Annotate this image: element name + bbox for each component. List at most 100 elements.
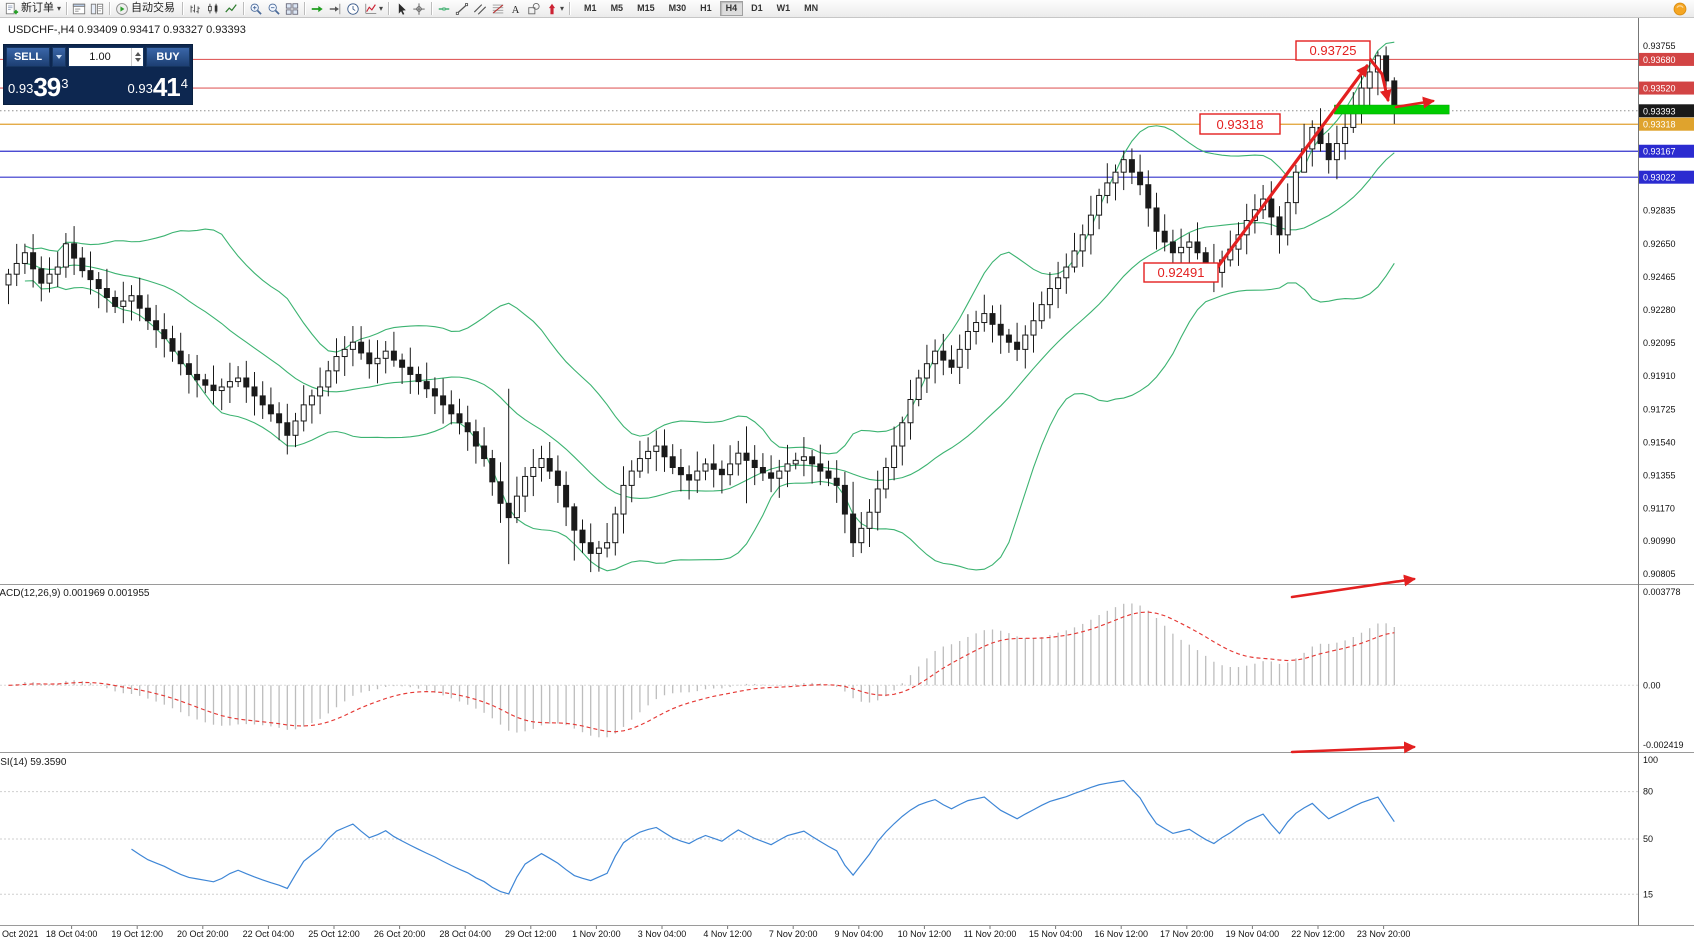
timeframe-mn-button[interactable]: MN (804, 3, 819, 13)
svg-text:100: 100 (1643, 755, 1658, 765)
crosshair-button[interactable] (410, 1, 428, 16)
svg-text:-0.002419: -0.002419 (1643, 740, 1684, 750)
toolbar-separator (569, 2, 571, 15)
toolbar-separator (109, 2, 111, 15)
svg-text:19 Nov 04:00: 19 Nov 04:00 (1226, 929, 1280, 939)
svg-text:23 Nov 20:00: 23 Nov 20:00 (1357, 929, 1411, 939)
autotrading-button[interactable]: 自动交易 (113, 1, 179, 16)
buy-price-pips: 41 (152, 72, 181, 102)
svg-text:0.93167: 0.93167 (1643, 147, 1676, 157)
svg-text:0.92650: 0.92650 (1643, 239, 1676, 249)
rsi-arrow[interactable] (1290, 741, 1416, 754)
volume-input[interactable]: 1.00 (68, 47, 144, 67)
toolbar-separator (304, 2, 306, 15)
fibonacci-icon (491, 2, 505, 16)
order-type-dropdown[interactable] (52, 47, 66, 67)
continuation-arrow[interactable] (1394, 96, 1435, 109)
chevron-down-icon[interactable]: ▾ (57, 4, 62, 13)
macd-arrow[interactable] (1290, 574, 1416, 599)
svg-text:0.93680: 0.93680 (1643, 55, 1676, 65)
navigator-button[interactable] (88, 1, 106, 16)
svg-text:0.93393: 0.93393 (1643, 106, 1676, 116)
line-chart-button[interactable] (222, 1, 240, 16)
svg-text:20 Oct 20:00: 20 Oct 20:00 (177, 929, 229, 939)
bar-chart-button[interactable] (186, 1, 204, 16)
autotrading-icon (115, 2, 129, 16)
svg-text:17 Nov 20:00: 17 Nov 20:00 (1160, 929, 1214, 939)
buy-button[interactable]: BUY (146, 47, 190, 67)
peak-price-label[interactable] (1295, 40, 1371, 61)
time-axis: Oct 2021 18 Oct 04:00 19 Oct 12:00 20 Oct 2… (2, 926, 1410, 939)
buy-price-point: 4 (180, 76, 188, 91)
svg-text:10 Nov 12:00: 10 Nov 12:00 (898, 929, 952, 939)
text-icon: A (509, 2, 523, 16)
arrows-button[interactable]: ▾ (543, 1, 566, 16)
buy-price[interactable]: 0.93 41 4 (128, 74, 188, 100)
market-watch-button[interactable] (70, 1, 88, 16)
svg-text:11 Nov 20:00: 11 Nov 20:00 (964, 929, 1017, 939)
zoom-in-button[interactable] (247, 1, 265, 16)
cursor-button[interactable] (392, 1, 410, 16)
new-order-button-label: 新订单 (21, 2, 54, 14)
sell-button[interactable]: SELL (6, 47, 50, 67)
swing-low-price-label[interactable] (1143, 262, 1219, 283)
svg-text:0.91540: 0.91540 (1643, 437, 1676, 447)
timeframe-m1-button[interactable]: M1 (584, 3, 597, 13)
chevron-down-icon[interactable]: ▾ (560, 4, 565, 13)
svg-text:0.92095: 0.92095 (1643, 338, 1676, 348)
toolbar-separator (66, 2, 68, 15)
entry-zone[interactable] (1334, 104, 1450, 115)
timeframe-m15-button[interactable]: M15 (637, 3, 655, 13)
trendline-button[interactable] (453, 1, 471, 16)
hline-icon (437, 2, 451, 16)
volume-value[interactable]: 1.00 (89, 51, 111, 63)
trendline-icon (455, 2, 469, 16)
toolbar-separator (431, 2, 433, 15)
timeframe-h1-button[interactable]: H1 (700, 3, 712, 13)
auto-scroll-button[interactable] (308, 1, 326, 16)
horizontal-line-button[interactable] (435, 1, 453, 16)
chart-shift-button[interactable] (326, 1, 344, 16)
text-label-button[interactable]: A (507, 1, 525, 16)
chart-title: USDCHF-,H4 0.93409 0.93417 0.93327 0.933… (8, 24, 246, 36)
svg-text:7 Nov 20:00: 7 Nov 20:00 (769, 929, 818, 939)
candlestick-chart-button[interactable] (204, 1, 222, 16)
spinner-up-icon[interactable] (134, 52, 141, 56)
trend-arrow[interactable] (1212, 64, 1369, 274)
autotrading-button-label: 自动交易 (131, 2, 176, 14)
toolbar-separator (182, 2, 184, 15)
timeframe-h4-button[interactable]: H4 (719, 1, 744, 16)
chevron-down-icon (56, 55, 62, 59)
indicators-button[interactable]: ▾ (362, 1, 385, 16)
pullback-arrow[interactable] (1367, 56, 1392, 102)
fibonacci-button[interactable] (489, 1, 507, 16)
mql-community-icon[interactable] (1673, 2, 1687, 16)
new-order-button[interactable]: 新订单 ▾ (3, 1, 63, 16)
tile-windows-button[interactable] (283, 1, 301, 16)
svg-text:0.003778: 0.003778 (1643, 587, 1681, 597)
svg-text:25 Oct 12:00: 25 Oct 12:00 (308, 929, 360, 939)
timeframe-d1-button[interactable]: D1 (751, 3, 763, 13)
rsi-line (131, 779, 1395, 895)
sell-price[interactable]: 0.93 39 3 (8, 74, 68, 100)
level-price-label[interactable] (1199, 113, 1281, 135)
svg-text:3 Nov 04:00: 3 Nov 04:00 (638, 929, 687, 939)
macd-label: MACD(12,26,9) 0.001969 0.001955 (0, 588, 150, 599)
macd-histogram (16, 603, 1395, 738)
chevron-down-icon[interactable]: ▾ (379, 4, 384, 13)
timeframe-m5-button[interactable]: M5 (610, 3, 624, 13)
timeframe-m30-button[interactable]: M30 (668, 3, 687, 13)
arrows-icon (545, 2, 559, 16)
channel-button[interactable] (471, 1, 489, 16)
toolbar-right (1673, 2, 1691, 16)
period-clock-button[interactable] (344, 1, 362, 16)
timeframe-w1-button[interactable]: W1 (776, 3, 791, 13)
spinner-down-icon[interactable] (134, 58, 141, 62)
volume-spinner[interactable] (131, 48, 143, 66)
svg-text:28 Oct 04:00: 28 Oct 04:00 (439, 929, 491, 939)
svg-text:0.92491: 0.92491 (1158, 265, 1205, 280)
zoom-out-button[interactable] (265, 1, 283, 16)
shapes-button[interactable] (525, 1, 543, 16)
svg-text:9 Nov 04:00: 9 Nov 04:00 (835, 929, 884, 939)
